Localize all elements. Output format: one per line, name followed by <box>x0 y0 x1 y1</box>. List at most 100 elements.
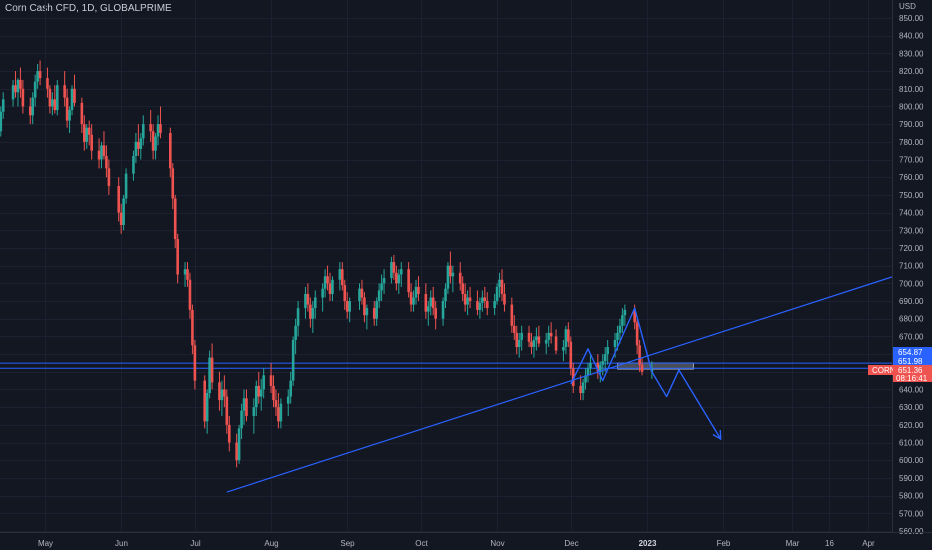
candle <box>294 318 297 355</box>
candle-body <box>235 442 238 461</box>
candle-body <box>579 385 582 394</box>
time-tick-label: May <box>38 539 53 548</box>
candle <box>510 297 514 333</box>
candle <box>375 297 378 326</box>
price-tick-label: 760.00 <box>899 173 924 182</box>
candle-body <box>635 322 639 346</box>
candle-body <box>377 290 381 302</box>
candle-body <box>321 288 324 298</box>
price-tick-label: 840.00 <box>899 32 924 41</box>
candle-body <box>380 283 383 291</box>
candle <box>262 368 265 399</box>
price-tick-label: 780.00 <box>899 138 924 147</box>
candle <box>291 336 295 386</box>
grid-lines <box>0 0 892 532</box>
candle <box>517 332 521 358</box>
candle-body <box>372 308 376 319</box>
candle <box>154 132 157 160</box>
candle <box>564 325 568 355</box>
candle <box>458 262 462 291</box>
candle-body <box>83 124 86 142</box>
candle-body <box>122 198 125 225</box>
candle <box>205 389 209 434</box>
price-tick-label: 640.00 <box>899 385 924 394</box>
candle-body <box>323 276 327 289</box>
candle <box>407 262 410 298</box>
candle <box>63 71 66 107</box>
candle-body <box>188 279 192 310</box>
time-tick-label: Sep <box>340 539 355 548</box>
price-tick-label: 740.00 <box>899 209 924 218</box>
candle-body <box>223 389 226 397</box>
candle-body <box>16 79 20 93</box>
candle-body <box>277 407 280 422</box>
candle <box>547 325 550 348</box>
time-axis[interactable]: May Jun Jul Aug Sep Oct Nov Dec 2023 Feb Mar 16 Apr <box>0 532 932 549</box>
candle <box>503 283 506 312</box>
candle <box>562 339 565 362</box>
candle <box>468 286 472 309</box>
candle-body <box>458 272 462 284</box>
candle <box>530 332 533 355</box>
candle-body <box>279 403 283 422</box>
candle-body <box>606 347 609 355</box>
candle-body <box>294 325 297 340</box>
candle-body <box>476 301 479 310</box>
candle-body <box>466 297 469 305</box>
horizontal-lines <box>0 362 892 369</box>
candle-body <box>141 124 145 139</box>
candle-body <box>14 85 17 93</box>
price-tick-label: 590.00 <box>899 474 924 483</box>
candle-body <box>481 297 484 303</box>
candle <box>306 283 310 312</box>
candle-body <box>274 400 278 408</box>
candle-body <box>601 361 605 365</box>
candle-body <box>259 389 263 397</box>
candle-body <box>395 272 398 284</box>
candle-body <box>409 292 413 305</box>
candle-body <box>159 124 162 133</box>
candle-body <box>85 127 89 142</box>
candle <box>498 272 501 298</box>
candle <box>493 293 496 316</box>
price-tick-label: 710.00 <box>899 262 924 271</box>
candle-body <box>451 272 455 277</box>
candle-body <box>73 88 76 103</box>
candle-body <box>51 99 54 107</box>
candle-body <box>105 155 108 169</box>
candle-body <box>21 88 25 107</box>
candle-body <box>225 396 229 425</box>
candle-body <box>28 106 32 116</box>
price-axis[interactable]: USD 560.00 570.00 580.00 590.00 600.00 610.00 6… <box>892 0 932 550</box>
candle-body <box>311 308 315 319</box>
candle-body <box>306 293 310 305</box>
candle <box>237 424 241 464</box>
candle-body <box>102 145 106 156</box>
candle-body <box>240 410 243 429</box>
candle-body <box>68 109 71 121</box>
candle-body <box>483 297 487 302</box>
candle-body <box>348 301 351 312</box>
candle-series <box>0 60 654 468</box>
candle-body <box>360 288 364 298</box>
candle-body <box>390 262 393 279</box>
candle <box>132 150 135 181</box>
candle <box>380 274 383 302</box>
candle-body <box>503 293 506 305</box>
candle-body <box>154 136 157 151</box>
candle-body <box>417 286 420 294</box>
candle <box>466 290 469 316</box>
candle <box>156 115 160 146</box>
candle <box>277 393 280 429</box>
candle <box>377 283 381 309</box>
price-axis-panel <box>892 0 932 550</box>
candle <box>414 279 418 305</box>
candle-body <box>289 380 292 397</box>
price-tag-value: 654.87 <box>898 348 923 357</box>
candle-body <box>11 85 15 100</box>
candle <box>139 132 143 160</box>
candle <box>495 283 499 305</box>
candle-body <box>407 269 410 293</box>
